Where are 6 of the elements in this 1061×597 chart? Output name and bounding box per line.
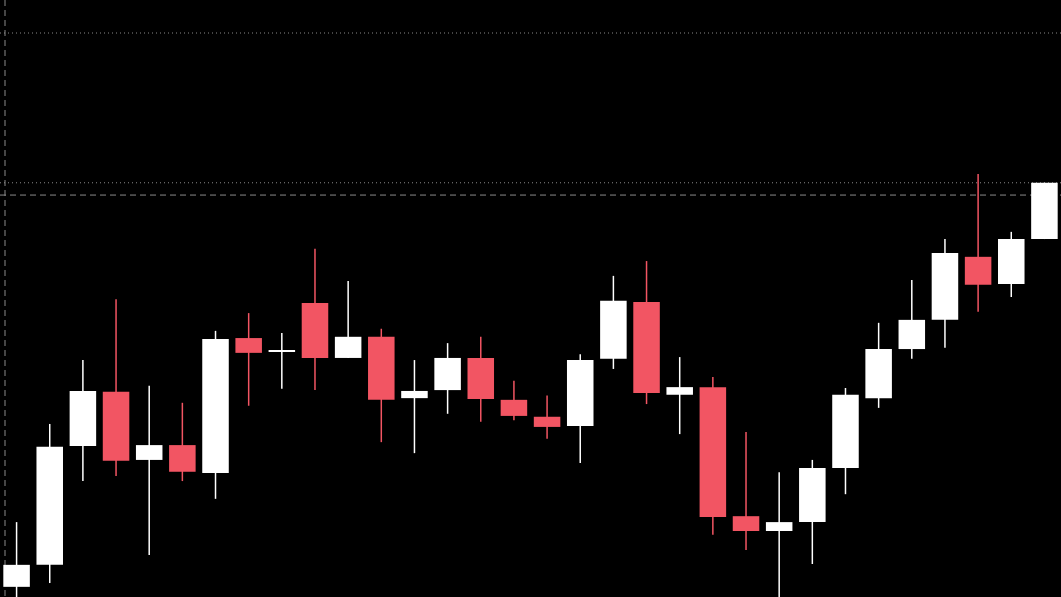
candlestick xyxy=(765,471,793,597)
candlestick xyxy=(732,431,760,551)
candlestick xyxy=(135,385,163,556)
candlestick xyxy=(401,359,428,454)
candlestick xyxy=(666,356,693,435)
candlestick xyxy=(268,332,296,390)
